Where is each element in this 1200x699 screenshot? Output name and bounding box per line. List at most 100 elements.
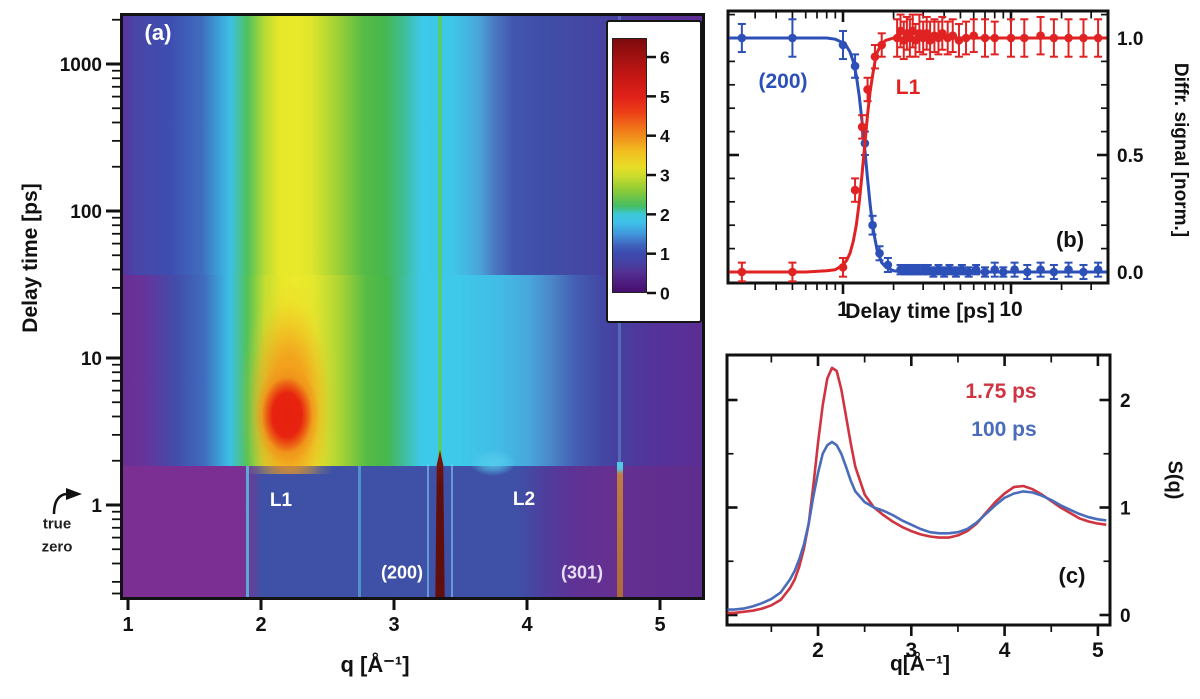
panel-b-point <box>868 220 877 230</box>
panel-b-ytick-label: 0.0 <box>1117 263 1143 284</box>
panel-b-point <box>930 31 939 40</box>
panel-c-xtick-label: 4 <box>999 639 1011 662</box>
panel-b-point <box>929 267 938 277</box>
panel-c-frame <box>725 353 1112 627</box>
panel-b-point <box>999 267 1008 277</box>
panel-c-ytick-label: 1 <box>1120 499 1131 520</box>
panel-c-ytick-label: 2 <box>1120 391 1131 412</box>
panel-b-series-l1-label: L1 <box>895 76 921 99</box>
panel-b-point <box>1093 265 1103 274</box>
panel-b-point <box>1006 33 1016 43</box>
panel-b-ylabel: Diffr. signal [norm.] <box>1170 62 1191 238</box>
panel-c-tag: (c) <box>1058 563 1086 588</box>
panel-b-point <box>925 36 935 45</box>
panel-b-point <box>1064 265 1073 274</box>
annotation-l1: L1 <box>269 490 293 511</box>
panel-b-point <box>980 33 990 43</box>
panel-a-xtick-label: 3 <box>388 614 399 636</box>
panel-b-point <box>969 31 979 40</box>
panel-b-point <box>945 265 954 274</box>
panel-a-xtick-label: 4 <box>521 614 533 636</box>
annotation-l2: L2 <box>512 489 536 510</box>
heatmap-vertical-line-q1.9 <box>246 466 249 597</box>
panel-a-ytick-label: 1000 <box>60 55 102 76</box>
panel-b-point <box>951 267 961 277</box>
panel-c-xlabel: q[Å⁻¹] <box>889 652 951 676</box>
panel-b-point <box>892 33 902 43</box>
panel-b-point <box>939 267 949 277</box>
heatmap-region-pre-time-zero <box>123 466 702 597</box>
panel-b-point <box>961 33 971 43</box>
panel-b-point <box>937 29 947 38</box>
true-zero-arrow <box>52 492 67 515</box>
heatmap-panel-a <box>120 13 705 600</box>
panel-b-point <box>1049 267 1059 277</box>
panel-b-plot: 1 100.00.51.0 <box>726 9 1144 321</box>
panel-b-point <box>863 85 872 94</box>
panel-b-point <box>875 248 884 258</box>
colorbar-gradient <box>612 38 647 293</box>
panel-b-point <box>1020 33 1029 43</box>
panel-c-legend-100ps: 100 ps <box>971 418 1037 441</box>
panel-b-point <box>788 33 797 43</box>
panel-b-point <box>909 265 919 274</box>
panel-b-series-200-label: (200) <box>758 70 808 93</box>
panel-b-frame <box>726 9 1110 285</box>
panel-b-point <box>788 267 797 277</box>
panel-b-xlabel: Delay time [ps] <box>845 300 995 323</box>
panel-b-point <box>1022 267 1032 277</box>
panel-a-ytick-label: 10 <box>81 349 102 370</box>
true-zero-label-line2: zero <box>41 538 73 556</box>
panel-b-point <box>913 265 923 274</box>
heatmap-301-bragg-spike <box>617 462 623 597</box>
panel-b-point <box>905 265 915 274</box>
panel-b-point <box>971 265 981 274</box>
panel-b-point <box>737 33 747 43</box>
annotation-301: (301) <box>560 562 604 583</box>
panel-b-point <box>857 122 867 132</box>
panel-c-curve-0 <box>727 366 1107 615</box>
heatmap-l2-shoulder <box>470 450 516 476</box>
panel-b-point <box>737 267 747 277</box>
panel-b-point <box>838 40 848 50</box>
panel-b-point <box>896 265 905 274</box>
panel-b-point <box>838 263 848 272</box>
panel-b-point <box>922 29 932 38</box>
panel-b-ytick-label: 0.5 <box>1117 146 1144 167</box>
panel-b-point <box>918 265 928 274</box>
panel-b-point <box>948 31 958 40</box>
panel-b-point <box>1010 265 1019 274</box>
panel-a-ylabel: Delay time [ps] <box>19 183 42 333</box>
panel-b-point <box>918 33 928 43</box>
annotation-200: (200) <box>380 562 424 583</box>
panel-b-point <box>915 29 924 38</box>
true-zero-label-line1: true <box>42 515 72 533</box>
panel-b-point <box>901 265 910 274</box>
panel-c-legend-175ps: 1.75 ps <box>965 380 1037 403</box>
panel-b-point <box>964 267 973 277</box>
panel-b-point <box>1036 265 1045 274</box>
panel-b-point <box>883 260 893 270</box>
heatmap-vertical-line-q2.7 <box>358 466 361 597</box>
panel-b-point <box>990 265 1000 274</box>
panel-b-point <box>957 265 967 274</box>
panel-b-point <box>896 26 905 36</box>
panel-a-ytick-label: 100 <box>70 202 102 223</box>
heatmap-200-flank-left <box>427 464 429 597</box>
panel-b-point <box>934 265 943 274</box>
panel-b-point <box>877 40 887 50</box>
panel-b-point <box>990 33 1000 43</box>
heatmap-l1-max-blob <box>253 364 321 466</box>
panel-c-xtick-label: 2 <box>812 639 824 662</box>
panel-b-point <box>905 33 915 43</box>
panel-a-tag: (a) <box>144 20 172 45</box>
panel-b-point <box>1036 31 1045 40</box>
panel-b-point <box>908 26 918 36</box>
panel-b-point <box>1093 33 1103 43</box>
panel-b-point <box>1079 267 1088 277</box>
panel-b-point <box>1064 33 1073 43</box>
panel-b-xtick-label: 10 <box>999 298 1022 321</box>
panel-a-xtick-label: 1 <box>122 614 133 636</box>
panel-b-tag: (b) <box>1055 227 1085 252</box>
